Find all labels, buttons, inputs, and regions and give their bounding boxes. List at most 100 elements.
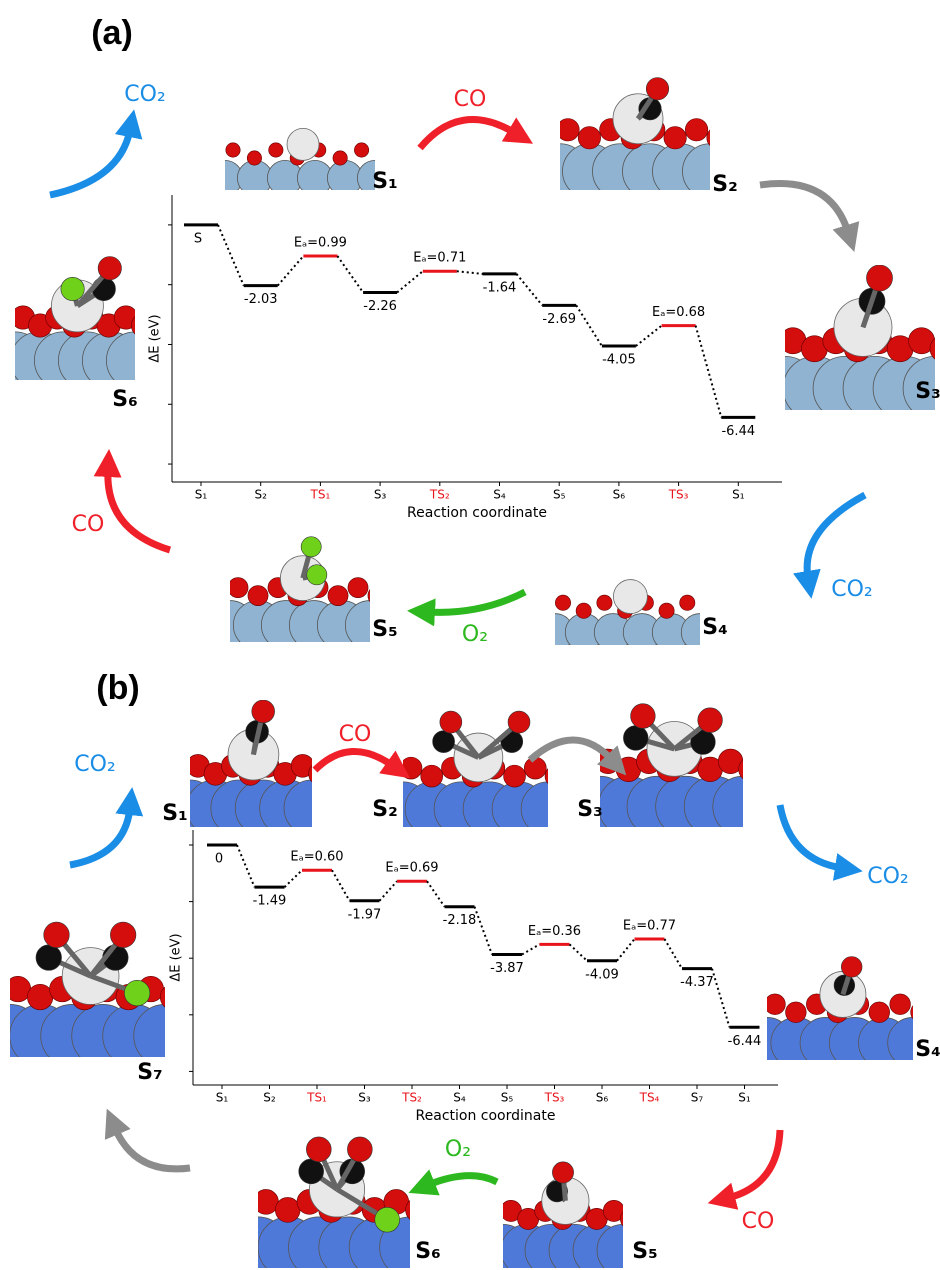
oxygen-atom (557, 119, 580, 142)
slab-atom (521, 782, 575, 836)
oxygen-atom (765, 994, 786, 1015)
x-tick-label: S₆ (596, 1091, 609, 1105)
level-label: -6.44 (728, 1034, 762, 1049)
metal-atom (613, 580, 647, 614)
level-label: -4.05 (602, 352, 636, 367)
state-label: S₆ (112, 387, 137, 412)
adsorbate-atom (698, 708, 723, 733)
x-tick-label: S₇ (691, 1091, 704, 1105)
oxygen-atom (376, 151, 390, 165)
connector (337, 256, 363, 292)
structure-image (742, 957, 939, 1069)
species-label: CO₂ (74, 752, 116, 777)
oxygen-atom (27, 984, 53, 1010)
barrier-label: Eₐ=0.77 (623, 918, 676, 933)
cycle-arrow (70, 808, 130, 865)
level-label: -4.37 (680, 975, 714, 990)
x-axis-label: Reaction coordinate (416, 1108, 556, 1124)
oxygen-atom (707, 127, 730, 150)
cycle-arrow (428, 592, 525, 612)
adsorbate-atom (301, 537, 321, 557)
state-label: S₆ (415, 1239, 440, 1264)
structure-image (753, 265, 940, 420)
oxygen-atom (659, 603, 674, 618)
connector (570, 944, 588, 960)
oxygen-atom (680, 595, 695, 610)
connector (218, 225, 244, 286)
level-label: -2.69 (542, 312, 576, 327)
oxygen-atom (228, 578, 248, 598)
structure-image (205, 537, 394, 650)
cycle-arrow (760, 184, 848, 232)
adsorbate-atom (306, 1137, 331, 1162)
oxygen-atom (576, 603, 591, 618)
structure-image (536, 580, 718, 651)
species-label: CO (454, 87, 487, 112)
state-label: S₂ (712, 172, 737, 197)
slab-atom (134, 1004, 196, 1066)
species-label: O₂ (462, 622, 488, 647)
structure-body (477, 1162, 649, 1270)
barrier-label: Eₐ=0.69 (385, 861, 438, 876)
species-label: CO₂ (831, 577, 873, 602)
structure-body (536, 580, 718, 651)
x-tick-label: TS₄ (639, 1091, 660, 1105)
structure-body (533, 78, 738, 199)
oxygen-atom (890, 994, 911, 1015)
oxygen-atom (786, 1002, 807, 1023)
connector (522, 944, 540, 954)
state-label: S₄ (702, 615, 727, 640)
structure-body (0, 922, 196, 1067)
state-label: S₄ (915, 1037, 940, 1062)
connector (457, 271, 483, 274)
level-label: -6.44 (721, 424, 755, 439)
oxygen-atom (5, 976, 31, 1002)
oxygen-atom (226, 143, 240, 157)
cycle-arrow (428, 1176, 497, 1185)
structure-image (0, 257, 164, 390)
level-label: -4.09 (585, 967, 619, 982)
adsorbate-atom (623, 726, 648, 751)
x-tick-label: TS₂ (401, 1091, 422, 1105)
state-label: S₃ (577, 797, 602, 822)
adsorbate-atom (433, 731, 455, 753)
species-label: O₂ (445, 1137, 471, 1162)
y-axis-label: ΔE (eV) (169, 933, 184, 981)
oxygen-atom (406, 1197, 431, 1222)
state-label: S₅ (632, 1239, 657, 1264)
oxygen-atom (739, 757, 764, 782)
connector (617, 939, 635, 961)
x-tick-label: TS₃ (668, 488, 689, 502)
x-tick-label: S₂ (263, 1091, 276, 1105)
connector (475, 907, 493, 955)
level-label: -2.18 (443, 913, 477, 928)
x-tick-label: S₃ (358, 1091, 371, 1105)
connector (332, 870, 350, 901)
oxygen-atom (524, 757, 546, 779)
slab-atom (713, 776, 773, 836)
structure-image (228, 1137, 441, 1270)
connector (517, 274, 543, 305)
adsorbate-atom (110, 922, 136, 948)
oxygen-atom (545, 765, 567, 787)
structure-body (205, 537, 394, 650)
structure-body (207, 128, 392, 195)
oxygen-atom (368, 586, 388, 606)
state-label: S₅ (372, 617, 397, 642)
slab-atom (284, 780, 340, 836)
oxygen-atom (421, 765, 443, 787)
oxygen-atom (248, 586, 268, 606)
cycle-arrow (108, 470, 170, 550)
cycle-arrow (50, 130, 130, 195)
cycle-arrow (807, 495, 865, 578)
adsorbate-atom (866, 265, 892, 291)
level-label: -1.97 (348, 907, 382, 922)
connector (397, 271, 423, 292)
barrier-label: Eₐ=0.71 (413, 251, 466, 266)
connector (278, 256, 304, 286)
oxygen-atom (555, 595, 570, 610)
adsorbate-atom (841, 957, 862, 978)
species-label: CO (339, 722, 372, 747)
x-tick-label: S₃ (374, 488, 387, 502)
connector (285, 870, 303, 887)
